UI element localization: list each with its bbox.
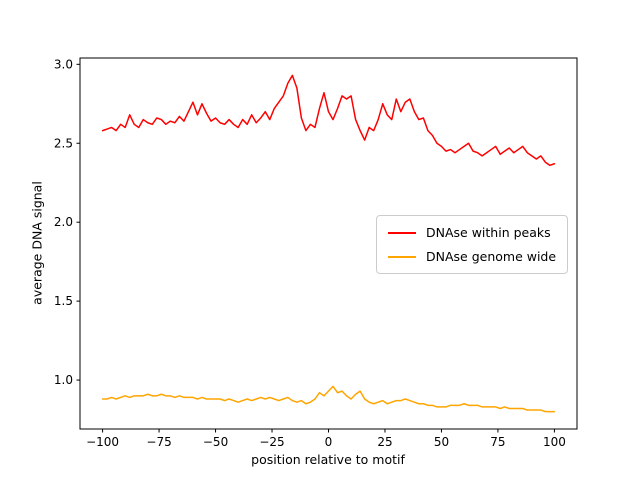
y-tick-label: 2.5 — [54, 136, 73, 150]
x-tick-label: −100 — [86, 435, 119, 449]
x-tick-label: −25 — [259, 435, 284, 449]
x-tick-label: 75 — [490, 435, 505, 449]
legend-entry: DNAse within peaks — [388, 225, 556, 240]
series-line-1 — [101, 385, 556, 413]
y-tick-label: 1.5 — [54, 294, 73, 308]
legend-entry: DNAse genome wide — [388, 249, 556, 264]
y-tick-label: 3.0 — [54, 57, 73, 71]
y-tick-label: 1.0 — [54, 373, 73, 387]
x-axis-label: position relative to motif — [251, 452, 405, 467]
legend-label: DNAse within peaks — [426, 225, 551, 240]
legend: DNAse within peaks DNAse genome wide — [376, 215, 569, 274]
legend-label: DNAse genome wide — [426, 249, 557, 264]
x-tick-label: 50 — [434, 435, 449, 449]
series-line-0 — [101, 74, 556, 167]
legend-line-sample-orange — [388, 255, 416, 258]
x-tick-label: 25 — [377, 435, 392, 449]
x-tick-label: 100 — [543, 435, 566, 449]
y-axis-label: average DNA signal — [29, 181, 45, 305]
x-tick-label: −50 — [203, 435, 228, 449]
legend-line-sample-red — [388, 231, 416, 234]
x-tick-label: 0 — [325, 435, 333, 449]
x-tick-label: −75 — [146, 435, 171, 449]
y-tick-label: 2.0 — [54, 215, 73, 229]
